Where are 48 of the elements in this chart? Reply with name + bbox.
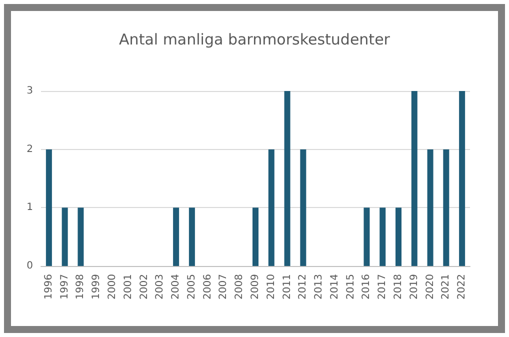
x-tick-label: 2000 [107,274,118,300]
bar [188,208,195,266]
x-tick-label: 1999 [91,274,102,300]
bar [300,149,306,266]
x-tick-label: 2016 [361,274,372,300]
y-tick-label: 2 [26,144,33,155]
x-tick-label: 2010 [266,274,277,300]
x-tick-label: 2008 [234,274,246,300]
x-tick-label: 2015 [345,274,356,300]
x-tick-label: 2007 [218,274,230,300]
bar [46,149,52,266]
x-tick-label: 2021 [440,274,452,300]
bar [380,208,386,266]
chart-title: Antal manliga barnmorskestudenter [119,30,391,48]
y-tick-label: 0 [26,260,33,272]
bar [427,149,434,266]
x-tick-label: 2022 [456,274,468,300]
bar [268,149,274,266]
x-tick-label: 1997 [59,274,70,300]
bar [173,208,180,266]
bar [411,91,418,266]
x-tick-label: 1996 [43,274,54,300]
x-tick-label: 2012 [298,274,309,300]
y-tick-label: 3 [26,86,33,96]
x-tick-label: 2013 [314,274,325,300]
bar [78,208,84,266]
bar [459,91,466,266]
x-tick-label: 2014 [329,274,340,300]
bar [284,91,290,266]
x-tick-label: 2006 [202,274,214,300]
x-tick-label: 2004 [170,274,182,300]
bar [396,208,402,266]
x-tick-label: 2011 [282,274,293,300]
y-tick-label: 1 [26,202,33,214]
x-tick-label: 2003 [154,274,166,300]
x-tick-label: 2017 [377,274,388,300]
x-tick-label: 1998 [75,274,86,300]
bar [364,208,370,266]
x-tick-label: 2009 [250,274,261,300]
bar [252,208,258,266]
bar [443,149,450,266]
x-tick-label: 2018 [393,274,404,300]
x-tick-label: 2019 [408,274,420,300]
x-tick-label: 2005 [186,274,198,300]
x-tick-label: 2002 [138,274,150,300]
bar [62,208,68,266]
x-tick-label: 2020 [424,274,436,300]
x-tick-label: 2001 [122,274,134,300]
